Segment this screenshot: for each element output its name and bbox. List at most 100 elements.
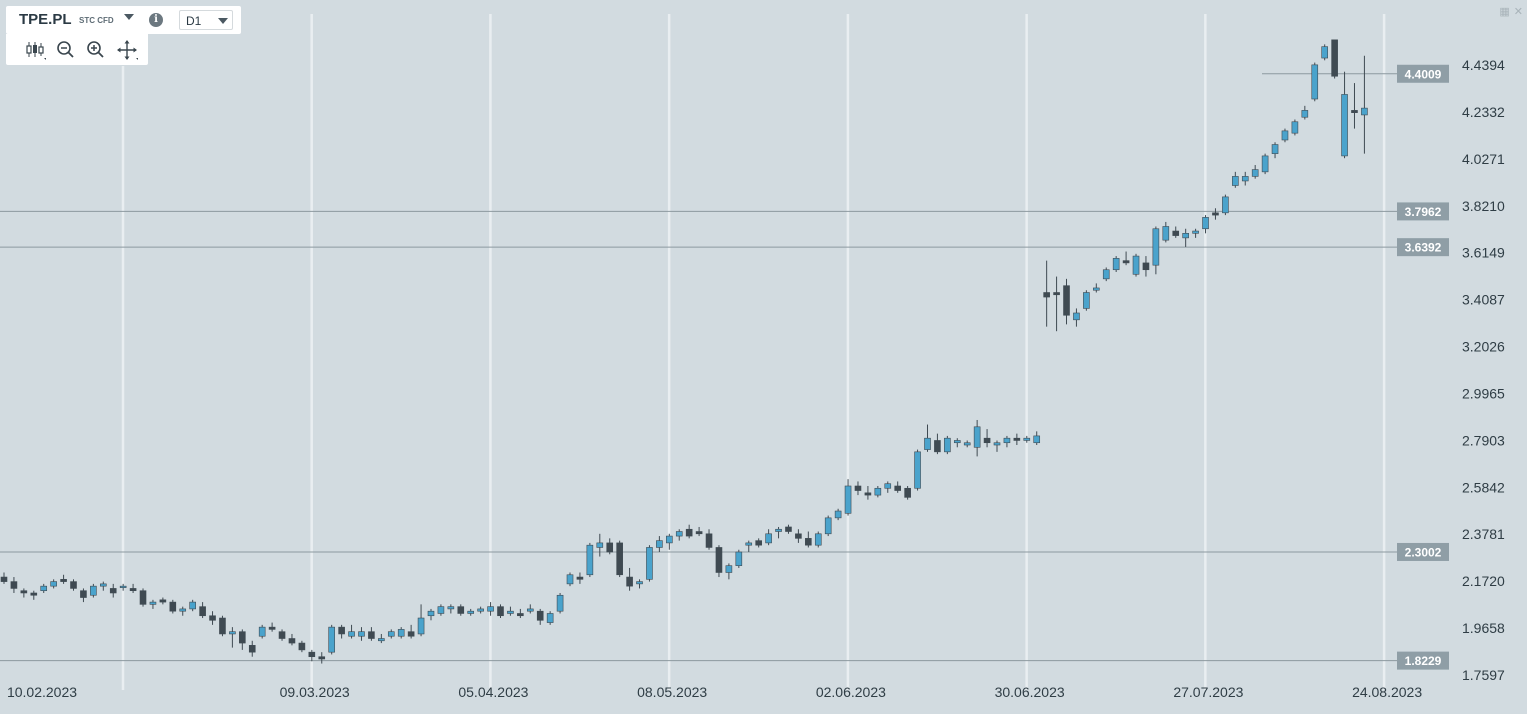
candle-bear [209,615,216,621]
candle-bull [100,583,107,587]
candle-bear [904,487,911,498]
candle-bull [1023,437,1031,441]
candle-bull [993,442,1001,446]
candle-bull [546,613,554,623]
candle-bear [755,540,762,546]
candle-bear [0,576,8,582]
candle-bull [1261,155,1269,173]
candle-bear [139,590,147,605]
candle-bear [983,437,991,444]
y-tick-label: 3.2026 [1462,339,1505,355]
level-labels: 4.4009 3.7962 3.6392 2.3002 1.8229 [1397,64,1449,670]
candle-bear [576,576,584,580]
candle-bear [626,576,633,587]
x-tick-label: 02.06.2023 [816,684,886,700]
candle-bull [1093,287,1100,291]
x-tick-label: 08.05.2023 [637,684,707,700]
move-icon[interactable] [116,39,138,61]
candle-bull [814,533,822,546]
info-icon[interactable]: i [149,13,163,27]
candle-bull [745,542,753,546]
candle-bull [149,601,157,605]
y-tick-label: 4.0271 [1462,151,1505,167]
candle-bull [1271,144,1279,154]
x-tick-label: 30.06.2023 [995,684,1065,700]
candle-bull [1003,437,1011,444]
symbol-dropdown-icon[interactable] [124,14,134,20]
candle-bear [219,617,226,635]
y-tick-label: 3.8210 [1462,198,1505,214]
candle-bull [1083,292,1090,309]
candle-bull [1241,176,1249,182]
candle-bear [685,528,693,537]
candle-bull [656,540,663,548]
y-tick-label: 4.4394 [1462,57,1505,73]
level-label-bg [1397,238,1449,257]
candle-bear [20,590,28,594]
chart-tools [6,34,148,65]
candle-bull [1291,121,1299,134]
candle-bull [1361,107,1368,116]
candle-bull [636,581,643,585]
candle-bear [199,606,206,617]
candle-bull [40,585,48,592]
timeframe-select[interactable]: D1 [179,10,233,30]
close-icon[interactable]: ✕ [1513,6,1523,18]
candle-bull [874,487,882,496]
level-label: 3.7962 [1405,205,1442,219]
candle-bear [805,538,812,546]
candle-bull [914,451,921,489]
candle-bull [944,437,951,453]
candle-bear [1122,260,1130,264]
candle-bull [447,606,455,610]
zoom-in-icon[interactable] [85,39,107,61]
candle-bull [884,483,892,489]
y-tick-label: 2.3781 [1462,526,1505,542]
y-tick-label: 4.2332 [1462,104,1505,120]
level-label-bg [1397,64,1449,83]
candle-bull [179,608,187,612]
candle-bull [1132,255,1140,275]
candle-bull [834,510,842,519]
candle-bull [725,565,733,573]
candle-bull [1232,176,1239,186]
y-tick-label: 1.9658 [1462,620,1505,636]
x-tick-label: 27.07.2023 [1173,684,1243,700]
x-tick-label: 05.04.2023 [458,684,528,700]
candle-bear [109,588,117,594]
level-label: 2.3002 [1405,545,1442,559]
candle-bull [487,606,494,612]
candle-bull [735,551,743,566]
candle-bear [1212,212,1219,216]
symbol-name[interactable]: TPE.PL [19,11,72,28]
candle-bull [1162,226,1170,241]
candle-bull [1301,110,1309,118]
y-tick-label: 1.7597 [1462,667,1505,683]
candle-bull [1311,64,1319,100]
candle-bull [328,626,335,653]
chevron-down-icon [218,18,228,24]
zoom-out-icon[interactable] [55,39,77,61]
candle-bull [507,610,514,614]
candle-bear [368,631,375,639]
time-axis: 10.02.2023 09.03.2023 05.04.2023 08.05.2023… [7,684,1422,700]
candle-bull [119,585,127,588]
candle-bull [973,426,981,448]
level-label: 4.4009 [1405,67,1442,81]
chart-type-icon[interactable] [24,39,46,61]
candle-bear [1043,292,1050,298]
candle-bull [824,517,832,535]
symbol-type: STC CFD [79,16,114,25]
candle-bull [924,437,931,450]
candle-bull [1152,228,1160,266]
candle-bull [1112,258,1120,271]
candle-bull [348,631,355,637]
y-tick-label: 2.7903 [1462,432,1505,448]
candle-bear [1331,39,1338,77]
candle-bull [189,601,196,610]
minimize-icon[interactable]: ▦ [1499,6,1510,18]
candle-bear [338,626,345,635]
candle-bear [517,613,524,617]
candle-bull [90,585,97,596]
